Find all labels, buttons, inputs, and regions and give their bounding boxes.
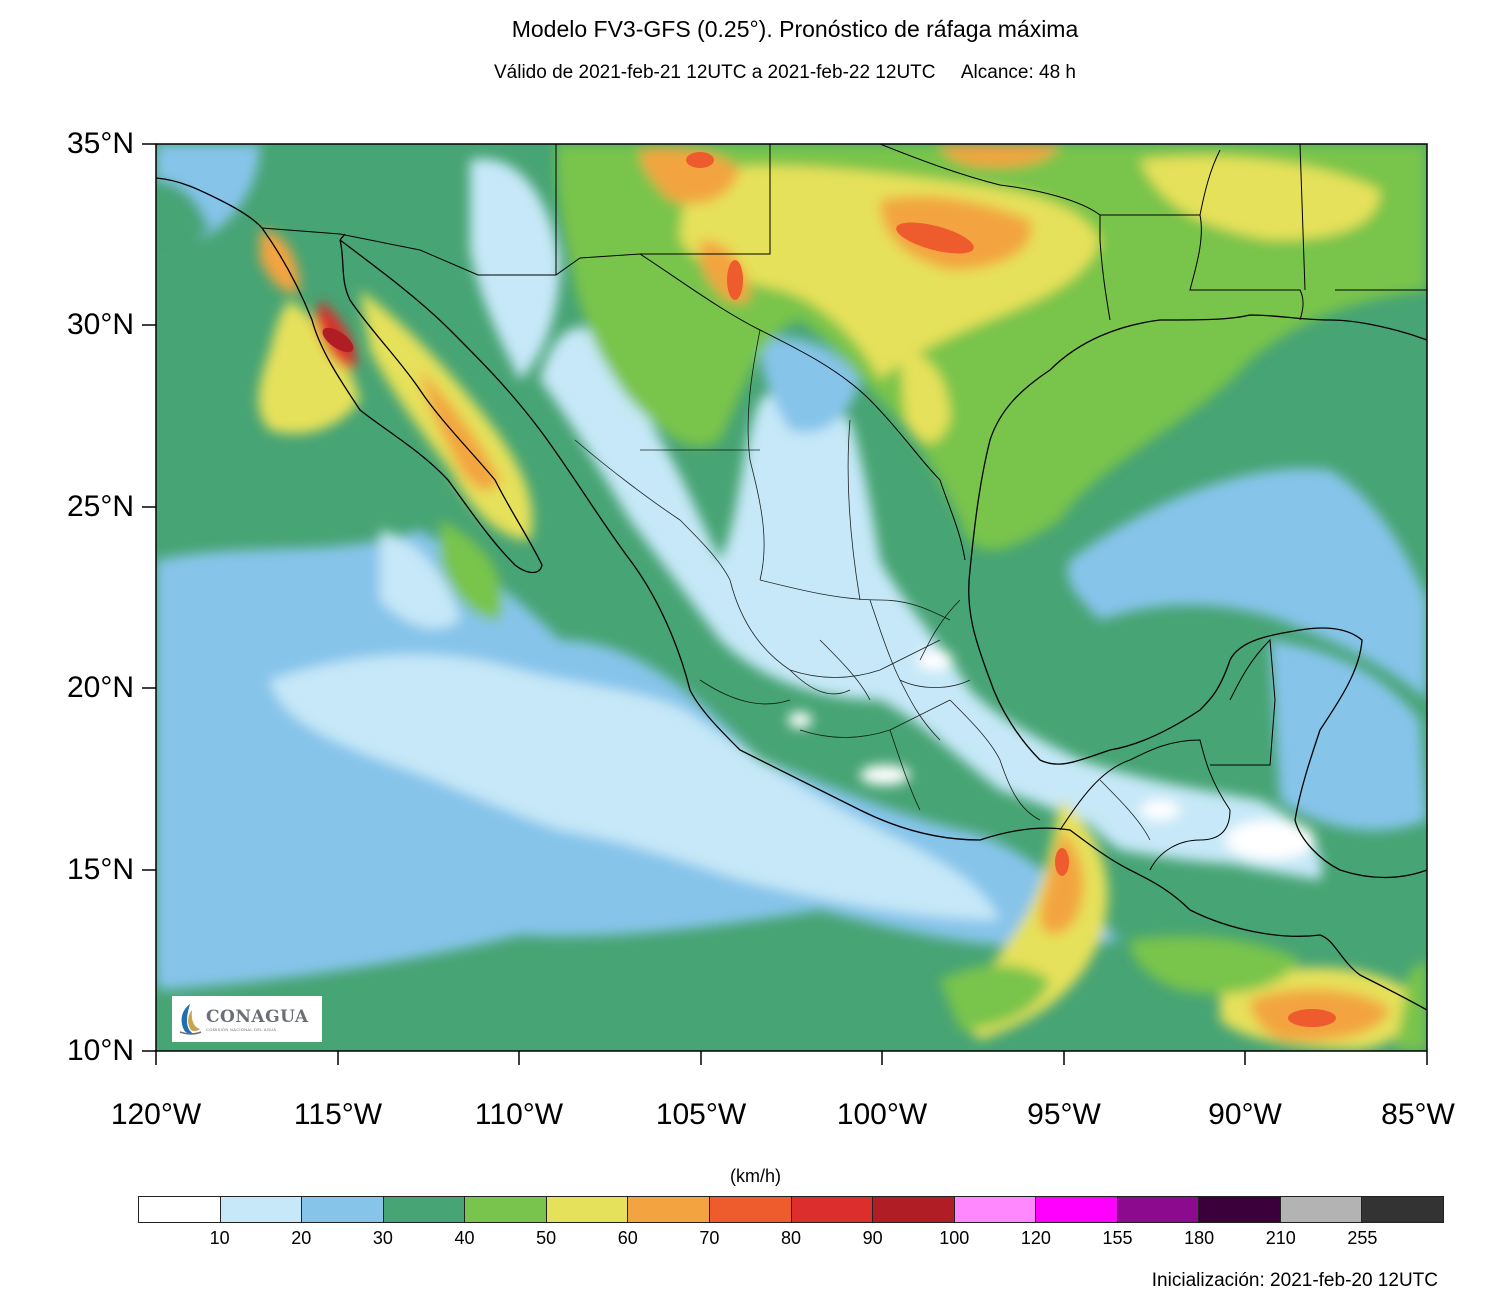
- lon-label-95w: 95°W: [1027, 1098, 1101, 1131]
- lat-label-20: 20°N: [66, 671, 134, 704]
- lon-label-90w: 90°W: [1208, 1098, 1282, 1131]
- colorbar-swatch: [1199, 1197, 1281, 1222]
- colorbar-label: 40: [454, 1228, 475, 1248]
- colorbar-swatch: [302, 1197, 384, 1222]
- logo-subtitle: COMISIÓN NACIONAL DEL AGUA: [206, 1026, 277, 1032]
- lon-label-85w: 85°W: [1381, 1098, 1455, 1131]
- lat-label-15: 15°N: [66, 853, 134, 886]
- lon-label-110w: 110°W: [474, 1098, 564, 1131]
- axis-ticks: [142, 143, 1428, 1065]
- colorbar-swatch: [709, 1197, 792, 1222]
- colorbar-swatch: [383, 1197, 466, 1222]
- lon-label-120w: 120°W: [110, 1098, 202, 1131]
- lon-label-100w: 100°W: [836, 1098, 928, 1131]
- colorbar-label: 70: [699, 1228, 720, 1248]
- colorbar-label: 255: [1347, 1228, 1378, 1248]
- state-borders: [574, 329, 1151, 841]
- borders: [261, 144, 1427, 871]
- colorbar-label: 10: [209, 1228, 230, 1248]
- colorbar-label: 210: [1265, 1228, 1296, 1248]
- colorbar-swatch: [954, 1197, 1037, 1222]
- colorbar-units: (km/h): [730, 1166, 781, 1186]
- lon-label-115w: 115°W: [293, 1098, 383, 1131]
- map-title: Modelo FV3-GFS (0.25°). Pronóstico de rá…: [511, 16, 1079, 42]
- map-subtitle: Válido de 2021-feb-21 12UTC a 2021-feb-2…: [0, 62, 1500, 84]
- colorbar-label: 60: [617, 1228, 638, 1248]
- lat-label-35: 35°N: [66, 127, 134, 160]
- map-frame: [155, 143, 1428, 1052]
- colorbar-swatch: [139, 1197, 221, 1222]
- colorbar-swatch: [791, 1197, 874, 1222]
- colorbar: [138, 1196, 1444, 1223]
- colorbar-swatch: [628, 1197, 710, 1222]
- conagua-emblem-icon: [176, 1002, 202, 1036]
- colorbar-swatch: [873, 1197, 955, 1222]
- colorbar-label: 80: [780, 1228, 802, 1248]
- forecast-range: Alcance: 48 h: [960, 62, 1076, 83]
- colorbar-swatch: [1036, 1197, 1118, 1222]
- colorbar-label: 20: [291, 1228, 312, 1248]
- colorbar-swatch: [1117, 1197, 1200, 1222]
- colorbar-label: 30: [372, 1228, 393, 1248]
- lat-label-25: 25°N: [66, 490, 134, 523]
- colorbar-label: 50: [536, 1228, 557, 1248]
- colorbar-swatch: [220, 1197, 303, 1222]
- conagua-logo: CONAGUA COMISIÓN NACIONAL DEL AGUA: [172, 996, 322, 1042]
- colorbar-label: 100: [939, 1228, 970, 1248]
- colorbar-swatch: [1280, 1197, 1363, 1222]
- colorbar-swatch: [546, 1197, 629, 1222]
- lon-label-105w: 105°W: [655, 1098, 747, 1131]
- valid-period: Válido de 2021-feb-21 12UTC a 2021-feb-2…: [494, 62, 936, 83]
- colorbar-label: 155: [1102, 1228, 1133, 1248]
- colorbar-label: 90: [862, 1228, 883, 1248]
- colorbar-swatch: [1362, 1197, 1443, 1222]
- colorbar-label: 180: [1184, 1228, 1215, 1248]
- gust-field: [156, 144, 1427, 1051]
- colorbar-swatch: [465, 1197, 547, 1222]
- lat-label-30: 30°N: [66, 308, 134, 341]
- colorbar-label: 120: [1020, 1228, 1051, 1248]
- lat-label-10: 10°N: [66, 1034, 134, 1067]
- coastlines: [156, 177, 1427, 1011]
- initialization-time: Inicialización: 2021-feb-20 12UTC: [1151, 1270, 1438, 1291]
- logo-name: CONAGUA: [206, 1006, 309, 1027]
